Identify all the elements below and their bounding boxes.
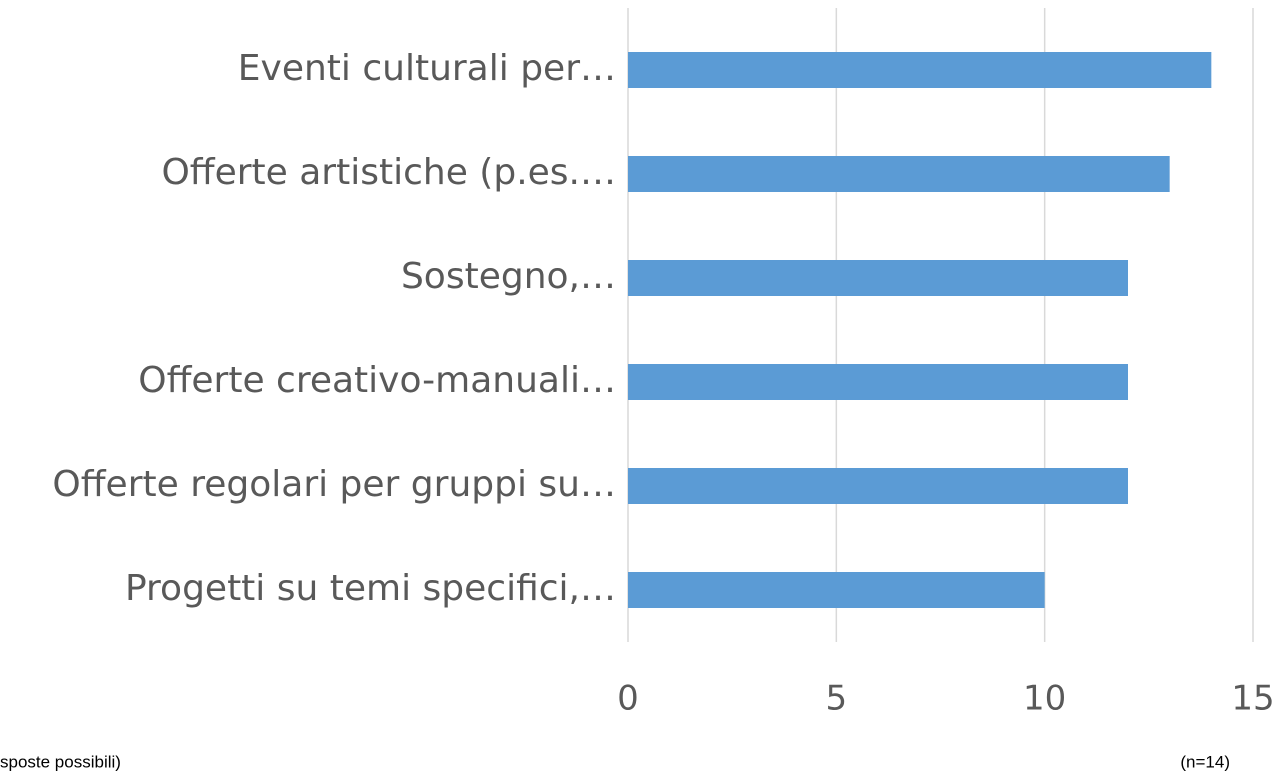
y-tick-label: Progetti su temi specifici,… [125, 568, 616, 609]
y-tick-label: Offerte artistiche (p.es.… [161, 152, 616, 193]
bar [628, 156, 1170, 192]
x-tick-label: 15 [1231, 679, 1274, 719]
x-tick-label: 5 [826, 679, 848, 719]
bar [628, 52, 1212, 88]
y-tick-label: Offerte regolari per gruppi su… [52, 464, 616, 505]
y-tick-label: Offerte creativo-manuali… [138, 360, 616, 401]
bar [628, 364, 1128, 400]
footnote-left: sposte possibili) [0, 752, 121, 771]
x-tick-label: 10 [1023, 679, 1066, 719]
footnote-right: (n=14) [1180, 752, 1230, 771]
y-tick-label: Sostegno,… [401, 256, 616, 297]
bar [628, 572, 1045, 608]
bar [628, 260, 1128, 296]
bar [628, 468, 1128, 504]
x-tick-label: 0 [617, 679, 639, 719]
y-tick-label: Eventi culturali per… [238, 48, 616, 89]
